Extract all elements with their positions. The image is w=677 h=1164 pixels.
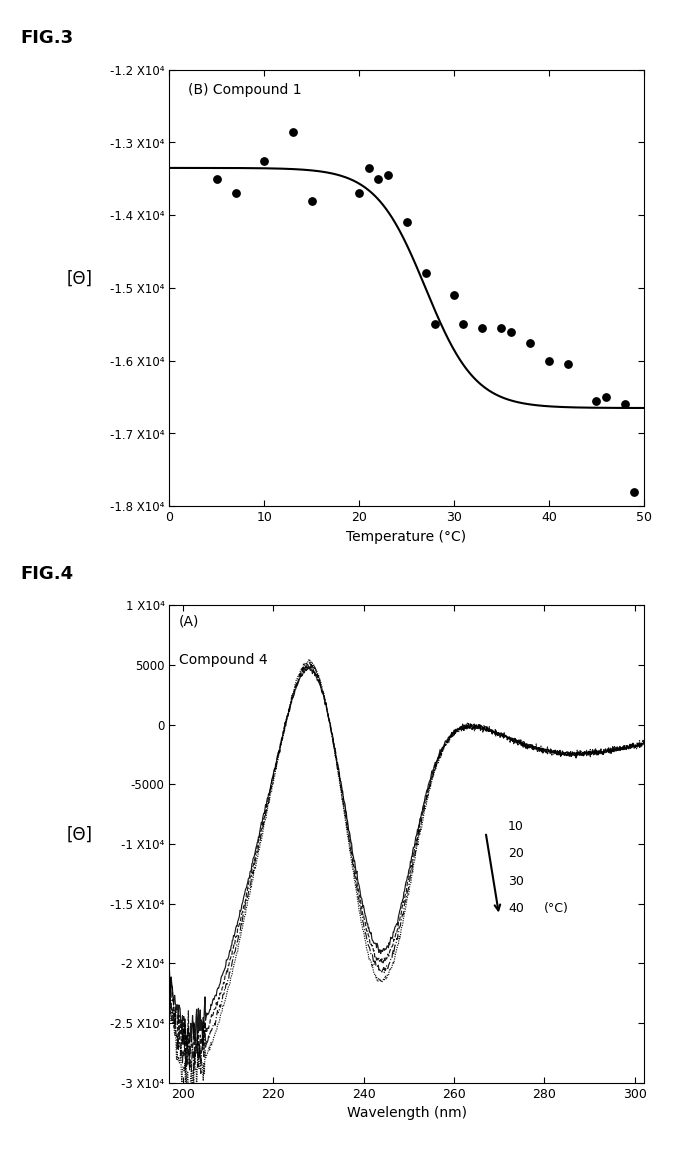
Point xyxy=(372,170,383,189)
Text: 10: 10 xyxy=(508,819,523,832)
Text: (°C): (°C) xyxy=(544,902,569,915)
Point xyxy=(543,352,554,370)
Point xyxy=(353,184,364,203)
Point xyxy=(590,391,601,410)
Point xyxy=(429,315,440,334)
Point xyxy=(496,319,506,338)
Point xyxy=(401,213,412,232)
Point xyxy=(562,355,573,374)
Point xyxy=(458,315,468,334)
Text: Compound 4: Compound 4 xyxy=(179,653,267,667)
Point xyxy=(211,170,222,189)
Point xyxy=(524,333,535,352)
Point xyxy=(600,388,611,406)
Point xyxy=(382,166,393,185)
Point xyxy=(420,264,431,283)
Point xyxy=(477,319,487,338)
Point xyxy=(628,483,639,502)
Text: (A): (A) xyxy=(179,615,199,629)
Point xyxy=(230,184,241,203)
Text: FIG.4: FIG.4 xyxy=(20,565,73,582)
Y-axis label: [Θ]: [Θ] xyxy=(66,270,92,289)
Y-axis label: [Θ]: [Θ] xyxy=(66,826,93,844)
X-axis label: Wavelength (nm): Wavelength (nm) xyxy=(346,1106,466,1120)
X-axis label: Temperature (°C): Temperature (°C) xyxy=(346,530,466,544)
Text: 30: 30 xyxy=(508,874,523,887)
Point xyxy=(505,322,516,341)
Point xyxy=(259,151,269,170)
Text: (B) Compound 1: (B) Compound 1 xyxy=(188,83,302,97)
Text: FIG.3: FIG.3 xyxy=(20,29,73,47)
Point xyxy=(619,395,630,413)
Point xyxy=(306,191,317,210)
Text: 40: 40 xyxy=(508,902,523,915)
Text: 20: 20 xyxy=(508,847,523,860)
Point xyxy=(287,122,298,141)
Point xyxy=(448,286,459,305)
Point xyxy=(363,158,374,177)
